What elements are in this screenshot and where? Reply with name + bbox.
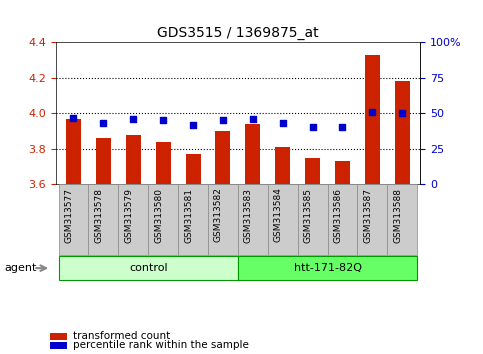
Bar [305,158,320,184]
Bar [275,147,290,184]
Point [219,118,227,123]
Bar [118,184,148,255]
Text: transformed count: transformed count [73,331,170,342]
Text: GSM313578: GSM313578 [94,188,103,242]
Point [189,122,197,127]
Bar [298,184,327,255]
Text: GSM313579: GSM313579 [124,188,133,242]
Text: GSM313582: GSM313582 [214,188,223,242]
Text: GSM313587: GSM313587 [363,188,372,242]
Point [279,120,286,126]
Bar [58,256,238,280]
Bar [238,256,417,280]
Bar [156,142,170,184]
Text: GSM313583: GSM313583 [244,188,253,242]
Bar [208,184,238,255]
Bar [395,81,410,184]
Bar [215,131,230,184]
Bar [357,184,387,255]
Bar [50,333,67,340]
Bar [327,184,357,255]
Text: GSM313581: GSM313581 [184,188,193,242]
Point [309,125,316,130]
Text: control: control [129,263,168,273]
Point [339,125,346,130]
Title: GDS3515 / 1369875_at: GDS3515 / 1369875_at [157,26,319,40]
Point [129,116,137,122]
Point [99,120,107,126]
Text: GSM313584: GSM313584 [274,188,283,242]
Bar [178,184,208,255]
Point [369,109,376,115]
Point [398,110,406,116]
Bar [88,184,118,255]
Text: GSM313577: GSM313577 [64,188,73,242]
Bar [185,154,200,184]
Bar [387,184,417,255]
Bar [96,138,111,184]
Text: GSM313586: GSM313586 [333,188,342,242]
Bar [335,161,350,184]
Bar [148,184,178,255]
Text: percentile rank within the sample: percentile rank within the sample [73,340,249,350]
Bar [126,135,141,184]
Text: GSM313588: GSM313588 [393,188,402,242]
Bar [66,119,81,184]
Bar [268,184,298,255]
Bar [58,184,88,255]
Text: GSM313585: GSM313585 [304,188,313,242]
Bar [238,184,268,255]
Point [249,116,256,122]
Bar [245,124,260,184]
Text: GSM313580: GSM313580 [154,188,163,242]
Text: agent: agent [4,263,37,273]
Text: htt-171-82Q: htt-171-82Q [294,263,362,273]
Bar [50,342,67,348]
Point [159,118,167,123]
Bar [365,55,380,184]
Point [70,115,77,120]
